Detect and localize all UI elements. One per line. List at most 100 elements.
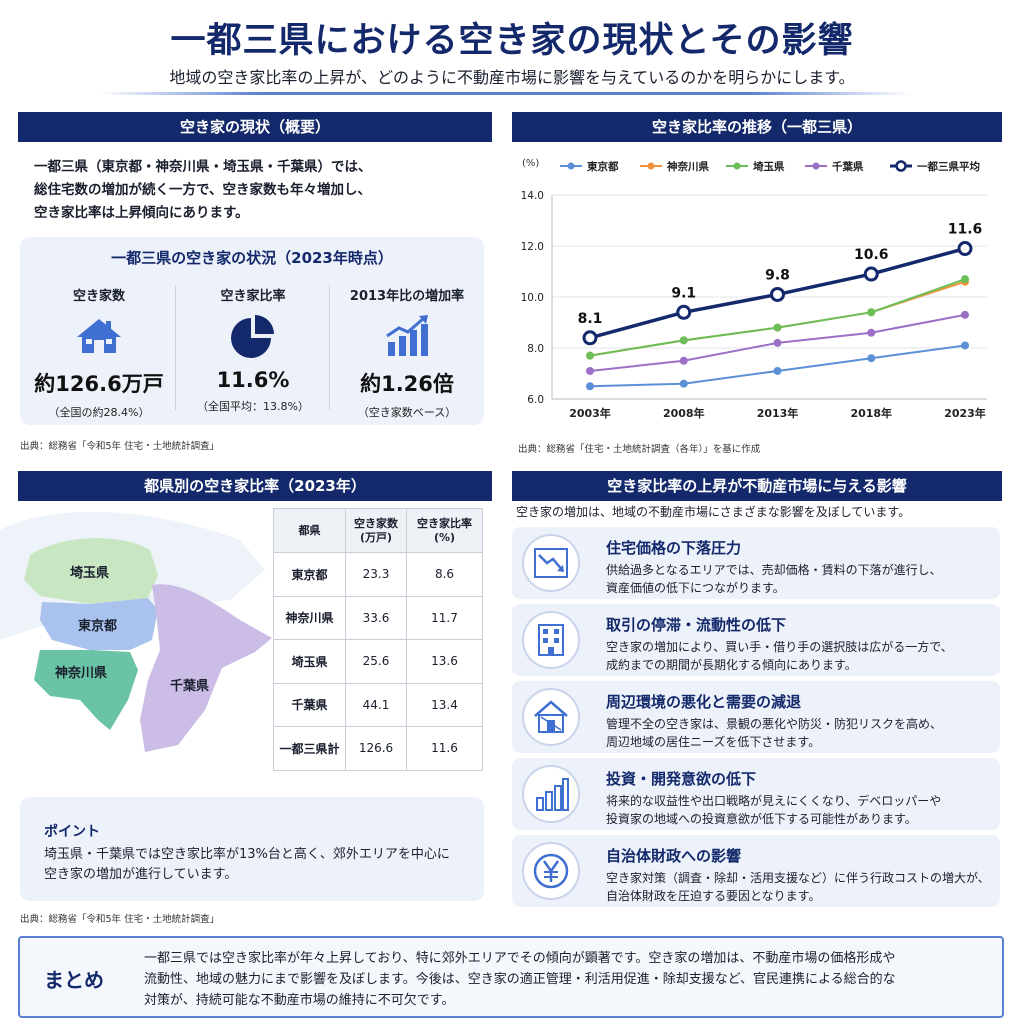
page-subtitle: 地域の空き家比率の上昇が、どのように不動産市場に影響を与えているのかを明らかにし…: [169, 68, 855, 87]
table-cell: 126.6: [344, 726, 408, 771]
overview-text: 一都三県（東京都・神奈川県・埼玉県・千葉県）では、 総住宅数の増加が続く一方で、…: [34, 156, 372, 225]
table-cell: 神奈川県: [273, 595, 346, 640]
table-cell: 44.1: [344, 682, 408, 727]
trend-chart: (%) 6.0 8.0 10.0 12.0 14.0 2003年 2008年 2013年 2018…: [512, 145, 1012, 435]
y-tick-label: 8.0: [527, 343, 544, 355]
point-line: 空き家の増加が進行しています。: [44, 867, 238, 882]
price-decline-icon: [522, 534, 580, 592]
summary-text: 一都三県では空き家比率が年々上昇しており、特に郊外エリアでその傾向が顕著です。空…: [144, 948, 994, 1011]
table-cell: 11.6: [406, 726, 483, 771]
legend-label: 千葉県: [832, 160, 864, 173]
data-point: [863, 266, 879, 282]
data-point: [586, 366, 594, 375]
map-label-saitama: 埼玉県: [70, 565, 109, 581]
bar-growth-icon: [330, 312, 484, 360]
impact-title: 投資・開発意欲の低下: [606, 770, 757, 788]
yen-icon: [522, 842, 580, 900]
kpi-divider: [175, 285, 176, 410]
kpi-vacancy-rate: 空き家比率 11.6% （全国平均：13.8%）: [176, 281, 330, 414]
impact-desc-line: 自治体財政を圧迫する要因となります。: [606, 889, 821, 903]
impact-desc: 空き家の増加により、買い手・借り手の選択肢は広がる一方で、 成約までの期間が長期…: [606, 638, 953, 674]
point-title: ポイント: [44, 824, 100, 840]
data-point: [961, 310, 969, 319]
impact-title: 住宅価格の下落圧力: [606, 539, 742, 557]
impact-item: 自治体財政への影響 空き家対策（調査・除却・活用支援など）に伴う行政コストの増大…: [512, 835, 1000, 907]
table-cell: 一都三県計: [273, 726, 346, 771]
kpi-note: （全国平均：13.8%）: [197, 400, 309, 413]
impact-desc-line: 管理不全の空き家は、景観の悪化や防災・防犯リスクを高め、: [606, 717, 943, 731]
impact-desc: 管理不全の空き家は、景観の悪化や防災・防犯リスクを高め、 周辺地域の居住ニーズを…: [606, 715, 942, 751]
overview-heading: 空き家の現状（概要）: [18, 112, 492, 142]
data-point: [867, 328, 876, 337]
table-cell: 東京都: [273, 552, 346, 597]
map-region-tokyo: [40, 598, 158, 650]
table-row: 神奈川県 33.6 11.7: [273, 595, 483, 640]
impact-desc-line: 空き家の増加により、買い手・借り手の選択肢は広がる一方で、: [606, 640, 953, 654]
impact-title: 取引の停滞・流動性の低下: [606, 616, 787, 634]
house-icon: [22, 312, 176, 360]
map-label-chiba: 千葉県: [170, 678, 209, 694]
legend-label: 東京都: [587, 160, 619, 173]
trend-heading: 空き家比率の推移（一都三県）: [512, 112, 1002, 142]
data-point: [773, 366, 782, 375]
x-tick-label: 2003年: [569, 406, 611, 420]
kpi-value: 約126.6万戸: [34, 372, 164, 396]
kpi-growth-rate: 2013年比の増加率 約1.26倍 （空き家数ベース）: [330, 281, 484, 420]
legend-marker: [567, 162, 575, 170]
impact-desc-line: 供給過多となるエリアでは、売却価格・賃料の下落が進行し、: [606, 563, 942, 577]
prefecture-table: 都県 空き家数 (万戸) 空き家比率 (%) 東京都 23.3 8.6 神奈川県 33…: [273, 508, 483, 771]
table-cell: 埼玉県: [273, 639, 346, 684]
trend-source: 出典：総務省「住宅・土地統計調査（各年）」を基に作成: [518, 444, 761, 455]
data-point: [586, 351, 594, 360]
legend-marker: [647, 162, 655, 170]
impact-desc-line: 将来的な収益性や出口戦略が見えにくくなり、デベロッパーや: [606, 794, 942, 808]
table-cell: 23.3: [344, 552, 408, 597]
prefecture-map: 埼玉県 東京都 神奈川県 千葉県: [0, 500, 275, 790]
impact-item: 取引の停滞・流動性の低下 空き家の増加により、買い手・借り手の選択肢は広がる一方…: [512, 604, 1000, 676]
data-point: [770, 286, 785, 302]
impact-item: 投資・開発意欲の低下 将来的な収益性や出口戦略が見えにくくなり、デベロッパーや …: [512, 758, 1000, 830]
impact-desc-line: 資産価値の低下につながります。: [606, 581, 785, 595]
data-point: [961, 275, 969, 284]
kpi-label: 空き家数: [72, 289, 125, 304]
y-tick-label: 6.0: [527, 394, 544, 406]
impact-desc-line: 投資家の地域への投資意欲が低下する可能性があります。: [606, 812, 917, 826]
impact-intro: 空き家の増加は、地域の不動産市場にさまざまな影響を及ぼしています。: [516, 505, 911, 519]
table-cell: 25.6: [344, 639, 408, 684]
pie-chart-icon: [176, 312, 330, 360]
data-point: [582, 330, 598, 346]
stagnant-building-icon: [522, 611, 580, 669]
legend-marker: [812, 162, 820, 170]
overview-line: 一都三県（東京都・神奈川県・埼玉県・千葉県）では、: [34, 159, 372, 175]
kpi-label: 2013年比の増加率: [349, 289, 465, 304]
status-summary-box: 一都三県の空き家の状況（2023年時点） 空き家数 約126.6万戸 （全国の約…: [20, 237, 484, 425]
impact-desc-line: 周辺地域の居住ニーズを低下させます。: [606, 735, 821, 749]
data-label: 8.1: [578, 311, 603, 327]
overview-line: 空き家比率は上昇傾向にあります。: [34, 205, 249, 221]
title-divider: [100, 92, 912, 95]
point-line: 埼玉県・千葉県では空き家比率が13%台と高く、郊外エリアを中心に: [44, 847, 450, 862]
kpi-note: （空き家数ベース）: [357, 406, 457, 419]
data-point: [679, 379, 688, 388]
table-cell: 13.4: [406, 682, 483, 727]
summary-line: 対策が、持続可能な不動産市場の維持に不可欠です。: [144, 993, 455, 1008]
impact-item: 周辺環境の悪化と需要の減退 管理不全の空き家は、景観の悪化や防災・防犯リスクを高…: [512, 681, 1000, 753]
map-label-kanagawa: 神奈川県: [55, 665, 107, 681]
legend-marker: [895, 160, 907, 172]
impact-desc: 空き家対策（調査・除却・活用支援など）に伴う行政コストの増大が、 自治体財政を圧…: [606, 869, 990, 905]
data-label: 10.6: [854, 247, 889, 263]
data-point: [773, 338, 782, 347]
impact-desc-line: 成約までの期間が長期化する傾向にあります。: [606, 658, 857, 672]
y-tick-label: 12.0: [521, 241, 544, 253]
point-box: ポイント 埼玉県・千葉県では空き家比率が13%台と高く、郊外エリアを中心に 空き…: [20, 797, 484, 901]
summary-box: まとめ 一都三県では空き家比率が年々上昇しており、特に郊外エリアでその傾向が顕著…: [18, 936, 1004, 1018]
table-row: 千葉県 44.1 13.4: [273, 682, 483, 727]
status-box-title: 一都三県の空き家の状況（2023年時点）: [111, 249, 393, 267]
table-cell: 11.7: [406, 595, 483, 640]
summary-line: 流動性、地域の魅力にまで影響を及ぼします。今後は、空き家の適正管理・利活用促進・…: [144, 972, 896, 987]
overview-line: 総住宅数の増加が続く一方で、空き家数も年々増加し、: [34, 182, 371, 198]
table-header-cell: 空き家比率 (%): [406, 508, 483, 553]
impact-desc: 将来的な収益性や出口戦略が見えにくくなり、デベロッパーや 投資家の地域への投資意…: [606, 792, 941, 828]
data-point: [679, 356, 688, 365]
impact-item: 住宅価格の下落圧力 供給過多となるエリアでは、売却価格・賃料の下落が進行し、 資…: [512, 527, 1000, 599]
